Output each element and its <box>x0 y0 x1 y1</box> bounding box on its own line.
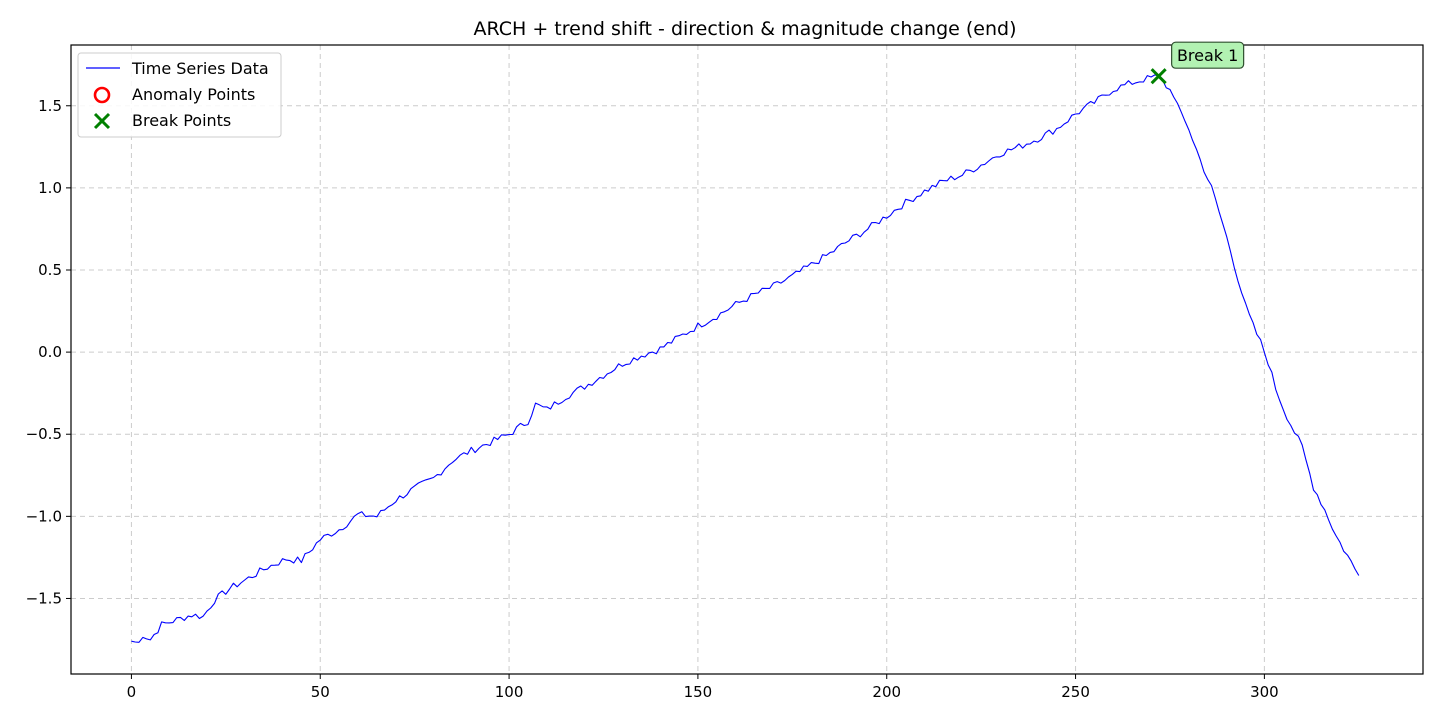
break-label: Break 1 <box>1177 46 1238 65</box>
break-label-box <box>1171 41 1245 69</box>
y-tick-label: 0.5 <box>38 261 62 279</box>
y-tick-label: −1.5 <box>26 589 62 607</box>
legend: Time Series Data Anomaly Points Break Po… <box>77 52 282 138</box>
chart-title: ARCH + trend shift - direction & magnitu… <box>474 18 1017 40</box>
break-points-layer: Break 1 <box>1150 41 1245 85</box>
y-axis: −1.5 −1.0 −0.5 0.0 0.5 1.0 1.5 <box>26 97 71 607</box>
x-tick-label: 250 <box>1061 683 1090 701</box>
legend-x-icon <box>93 112 111 130</box>
x-tick-label: 0 <box>127 683 137 701</box>
y-tick-label: 1.0 <box>38 179 62 197</box>
x-tick-label: 50 <box>311 683 330 701</box>
break-point-marker <box>1150 68 1167 85</box>
x-axis: 0 50 100 150 200 250 300 <box>127 674 1279 701</box>
legend-label-break: Break Points <box>132 111 231 130</box>
legend-box <box>77 52 282 138</box>
time-series-line <box>131 74 1360 643</box>
y-tick-label: −1.0 <box>26 507 62 525</box>
x-tick-label: 100 <box>495 683 524 701</box>
y-tick-label: 1.5 <box>38 97 62 115</box>
series-layer <box>131 74 1360 643</box>
x-tick-label: 300 <box>1250 683 1279 701</box>
y-tick-label: 0.0 <box>38 343 62 361</box>
y-tick-label: −0.5 <box>26 425 62 443</box>
x-tick-label: 150 <box>684 683 713 701</box>
legend-label-series: Time Series Data <box>131 59 269 78</box>
grid <box>71 45 1423 674</box>
legend-label-anomaly: Anomaly Points <box>132 85 255 104</box>
plot-frame <box>70 44 1424 675</box>
break-marker-stroke <box>1150 68 1167 85</box>
legend-circle-icon <box>93 86 111 104</box>
x-tick-label: 200 <box>872 683 901 701</box>
